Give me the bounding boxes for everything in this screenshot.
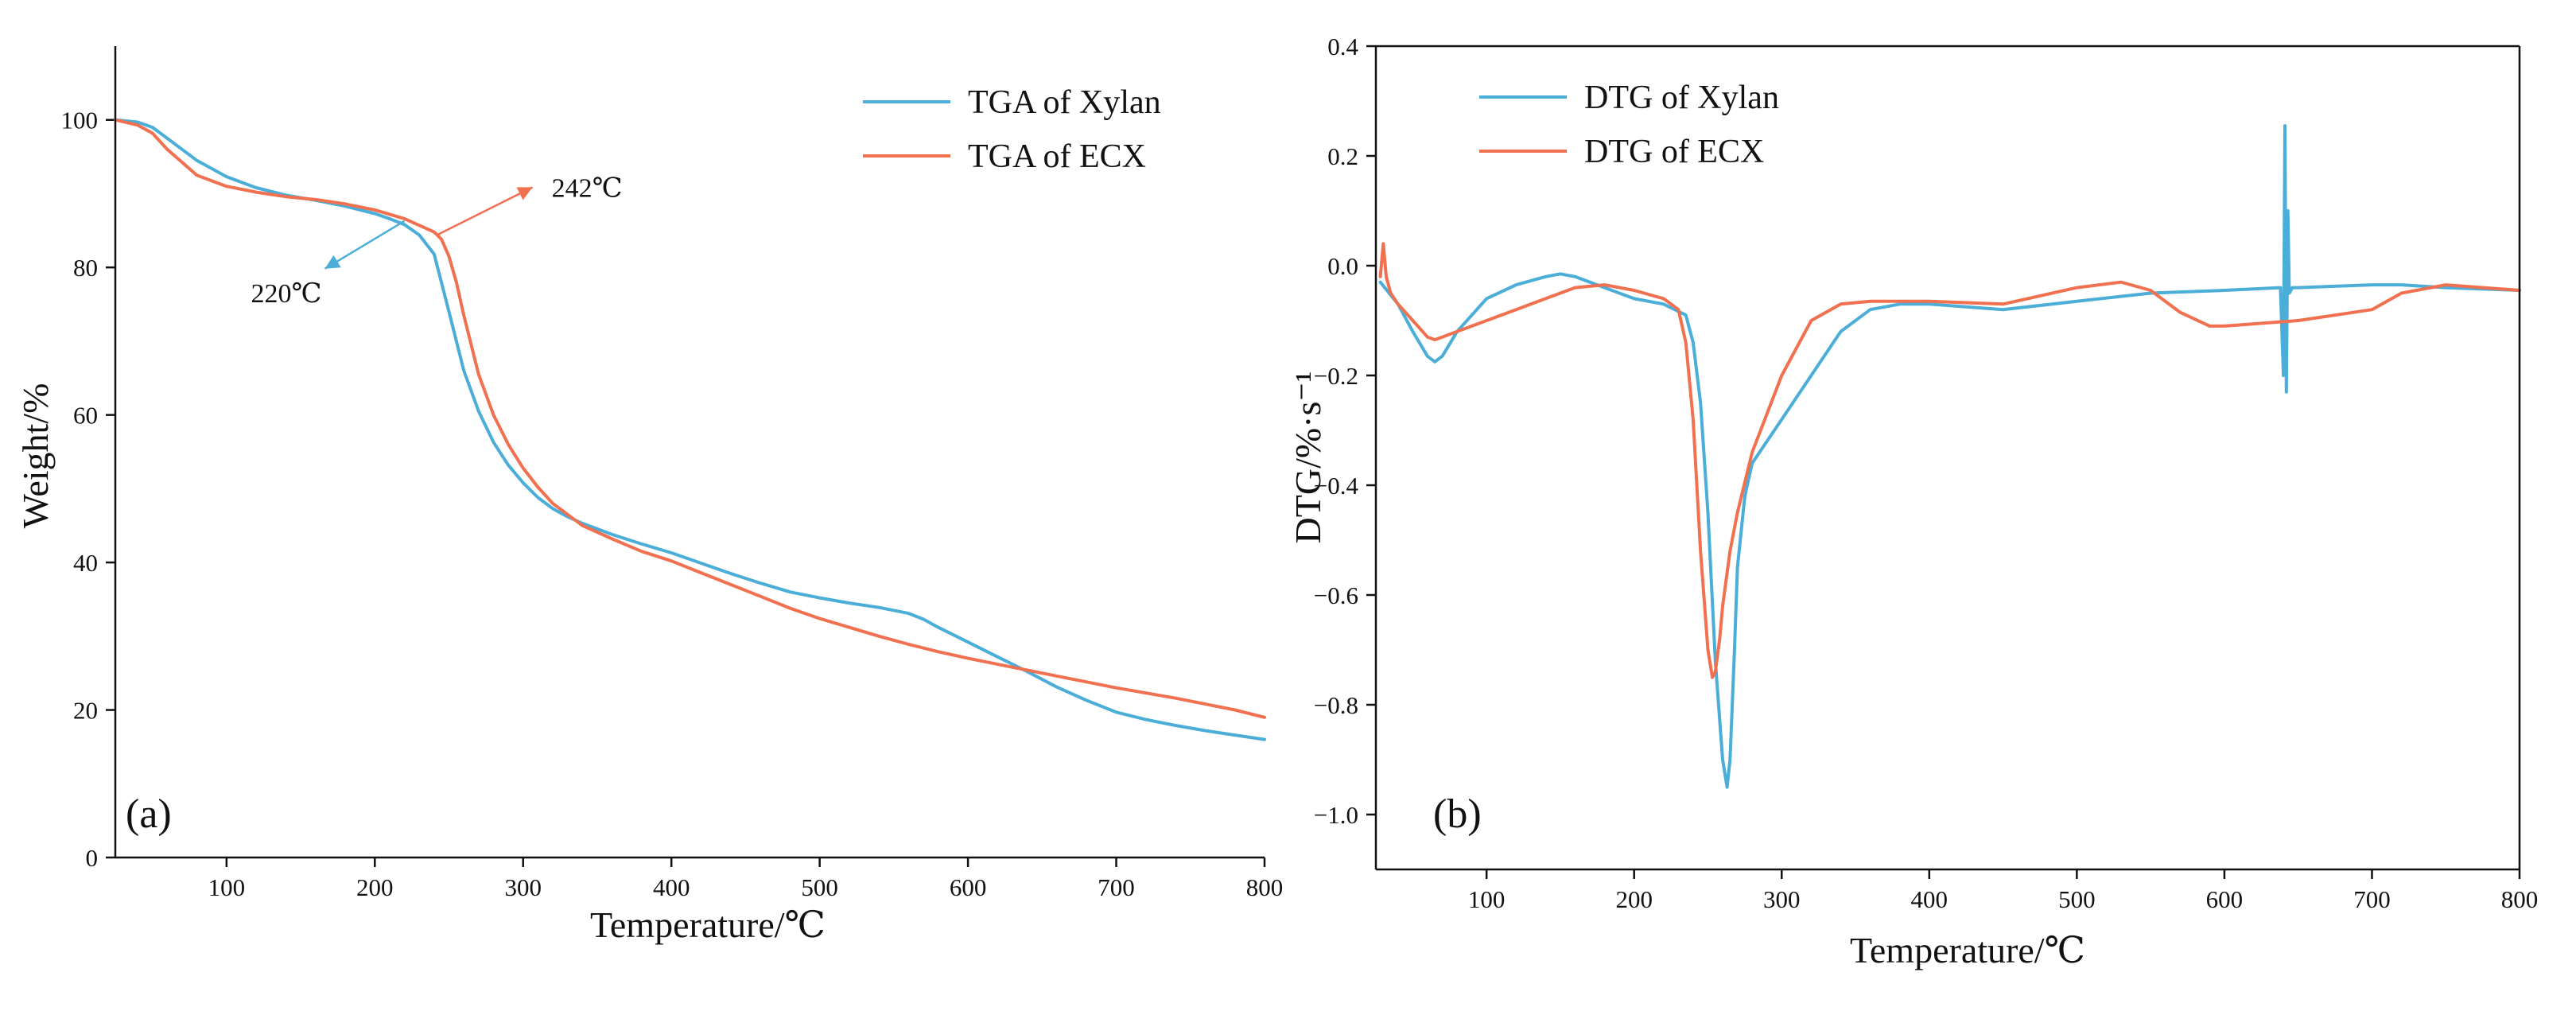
panel-b-label: (b) [1433, 791, 1482, 837]
panel-b-ticks: 100 200 300 400 500 600 700 800 0.4 0.2 0.0 −0.2 −0.… [1314, 33, 2538, 913]
panel-a-x-tick-label: 700 [1098, 873, 1135, 901]
panel-a-y-tick-label: 40 [73, 549, 98, 577]
panel-b-legend-label-xylan: DTG of Xylan [1584, 80, 1779, 116]
panel-b-series [1378, 124, 2521, 789]
annotation-label: 220℃ [251, 279, 322, 309]
panel-a-label: (a) [126, 791, 172, 837]
panel-b-y-tick-label: −0.4 [1314, 472, 1359, 500]
annotation-arrow-head [324, 255, 341, 269]
panel-a-y-axis-title: Weight/% [15, 383, 56, 529]
panel-a-x-tick-label: 400 [653, 873, 690, 901]
panel-b-x-tick-label: 700 [2353, 885, 2391, 913]
panel-a-x-tick-label: 800 [1246, 873, 1284, 901]
panel-a-x-tick-label: 500 [801, 873, 838, 901]
panel-a-x-tick-label: 600 [950, 873, 987, 901]
panel-a-y-tick-label: 80 [73, 254, 98, 282]
panel-b-x-tick-label: 100 [1468, 885, 1506, 913]
panel-b-x-tick-label: 600 [2206, 885, 2244, 913]
panel-b-x-tick-label: 300 [1763, 885, 1801, 913]
panel-b-axes [1374, 45, 2521, 871]
panel-a-ticks: 100 200 300 400 500 600 700 800 0 20 40 60 80 100 [61, 107, 1284, 901]
panel-b-y-tick-label: −0.6 [1314, 581, 1358, 609]
panel-b-series-xylan-line [1378, 124, 2521, 789]
panel-b-y-tick-label: 0.4 [1327, 33, 1358, 60]
panel-a-y-tick-label: 20 [73, 697, 98, 725]
annotation-arrow-head [516, 187, 533, 200]
panel-b-y-tick-label: −0.2 [1314, 362, 1358, 390]
panel-b-series-ecx-line [1378, 242, 2521, 679]
panel-a-legend: TGA of Xylan TGA of ECX [863, 84, 1161, 175]
panel-a-tga: 100 200 300 400 500 600 700 800 0 20 40 60 80 100 220… [15, 46, 1283, 945]
panel-a-axes [114, 46, 1265, 859]
panel-b-y-axis-title: DTG/%·s⁻¹ [1288, 371, 1328, 544]
panel-a-y-tick-label: 60 [73, 402, 98, 430]
panel-b-x-tick-label: 200 [1615, 885, 1653, 913]
panel-b-legend-label-ecx: DTG of ECX [1584, 134, 1764, 170]
panel-b-y-tick-label: −0.8 [1314, 691, 1358, 719]
panel-a-x-axis-title: Temperature/℃ [590, 904, 826, 945]
panel-b-y-tick-label: 0.2 [1327, 142, 1358, 170]
panel-a-x-tick-label: 200 [356, 873, 394, 901]
panel-a-x-tick-label: 100 [208, 873, 246, 901]
panel-b-y-tick-label: −1.0 [1314, 801, 1358, 829]
annotation-label: 242℃ [552, 173, 623, 203]
panel-b-x-tick-label: 400 [1911, 885, 1949, 913]
panel-a-legend-label-ecx: TGA of ECX [968, 138, 1146, 175]
panel-a-x-tick-label: 300 [504, 873, 542, 901]
panel-a-legend-label-xylan: TGA of Xylan [968, 84, 1161, 121]
panel-b-x-tick-label: 500 [2058, 885, 2096, 913]
panel-b-x-tick-label: 800 [2501, 885, 2539, 913]
panel-a-series-xylan-line [114, 118, 1266, 741]
panel-b-legend: DTG of Xylan DTG of ECX [1479, 80, 1779, 170]
panel-a-y-tick-label: 100 [61, 107, 99, 134]
annotation-arrow-line [437, 186, 534, 236]
panel-a-annotations: 220℃ 242℃ [251, 173, 623, 308]
panel-b-y-tick-label: 0.0 [1327, 252, 1358, 280]
panel-a-series-ecx-line [114, 118, 1266, 719]
panel-b-dtg: 100 200 300 400 500 600 700 800 0.4 0.2 0.0 −0.2 −0.… [1288, 33, 2538, 970]
annotation-arrow-line [324, 220, 406, 270]
panel-a-series [114, 118, 1266, 741]
panel-a-y-tick-label: 0 [86, 844, 99, 872]
panel-b-x-axis-title: Temperature/℃ [1850, 930, 2085, 970]
